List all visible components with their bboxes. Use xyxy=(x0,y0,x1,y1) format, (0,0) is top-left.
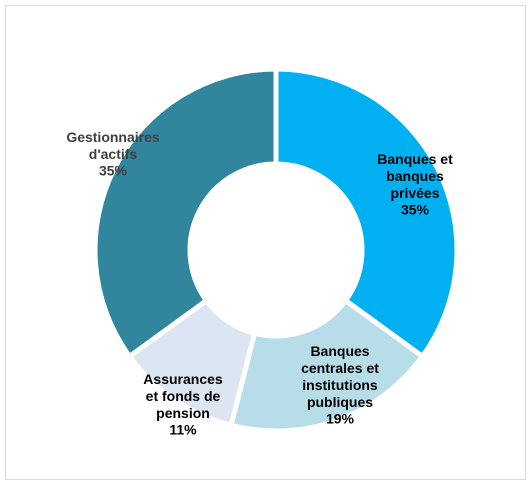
slice-label: Banques centrales et institutions publiques xyxy=(301,343,379,410)
label-line: Gestionnaires xyxy=(66,129,160,145)
label-line: pension xyxy=(156,405,210,421)
slice-label: Gestionnaires d'actifs xyxy=(66,129,160,162)
slice-label: Assurances et fonds de pension xyxy=(143,371,223,421)
label-line: publiques xyxy=(307,394,373,410)
label-line: banques xyxy=(386,168,444,184)
label-line: institutions xyxy=(302,377,378,393)
label-line: et fonds de xyxy=(146,388,221,404)
donut-slice xyxy=(273,66,460,360)
label-line: centrales et xyxy=(301,360,379,376)
donut-slice xyxy=(92,66,279,360)
value-label: 11% xyxy=(169,422,197,438)
value-label: 35% xyxy=(99,163,128,179)
label-line: Banques xyxy=(310,343,369,359)
slice-label: Banques et banques privées xyxy=(377,151,453,201)
label-line: d'actifs xyxy=(89,146,138,162)
label-line: Assurances xyxy=(143,371,223,387)
label-line: privées xyxy=(390,185,439,201)
value-label: 35% xyxy=(401,202,430,218)
label-line: Banques et xyxy=(377,151,453,167)
donut-slice xyxy=(227,297,426,434)
value-label: 19% xyxy=(326,411,355,427)
